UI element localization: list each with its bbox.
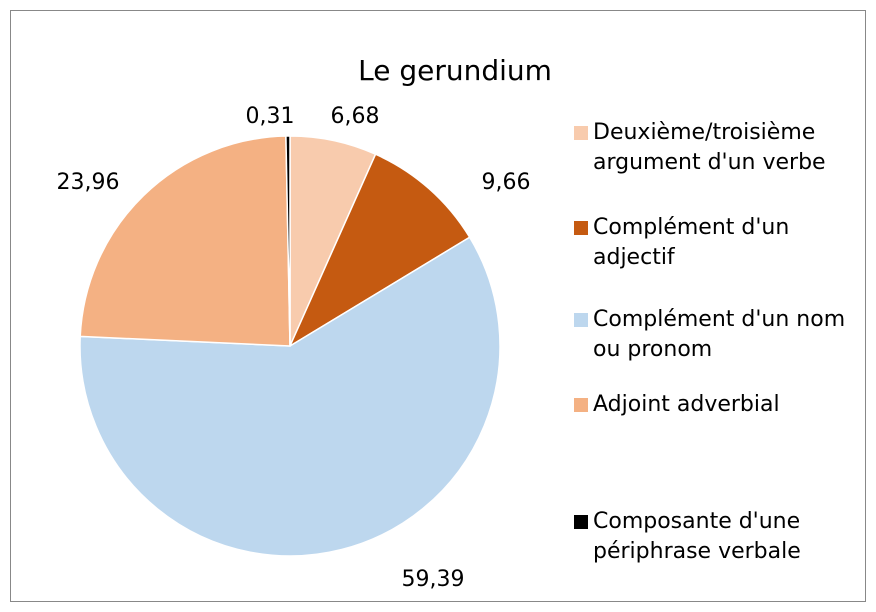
legend-label: Adjoint adverbial [593,392,780,417]
data-label: 6,68 [331,104,380,129]
legend-label: Complément d'un adjectif [593,215,790,270]
legend-swatch [574,221,588,235]
legend-swatch [574,398,588,412]
pie-slice [285,135,291,347]
pie-slice [79,236,501,557]
pie-slice [79,135,291,347]
legend-swatch [574,515,588,529]
legend-label: Composante d'une périphrase verbale [593,509,801,564]
legend-swatch [574,126,588,140]
data-label: 23,96 [57,170,120,195]
data-label: 0,31 [246,104,295,129]
data-label: 9,66 [482,170,531,195]
data-label: 59,39 [402,567,465,592]
pie-slice [288,153,471,348]
legend-swatch [574,313,588,327]
chart-title: Le gerundium [358,54,552,87]
legend-label: Complément d'un nom ou pronom [593,307,846,362]
legend-label: Deuxième/troisième argument d'un verbe [593,120,826,175]
